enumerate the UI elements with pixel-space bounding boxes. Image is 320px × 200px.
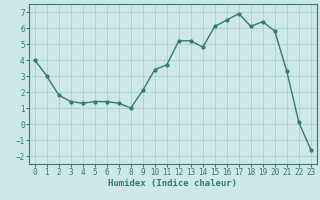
X-axis label: Humidex (Indice chaleur): Humidex (Indice chaleur)	[108, 179, 237, 188]
